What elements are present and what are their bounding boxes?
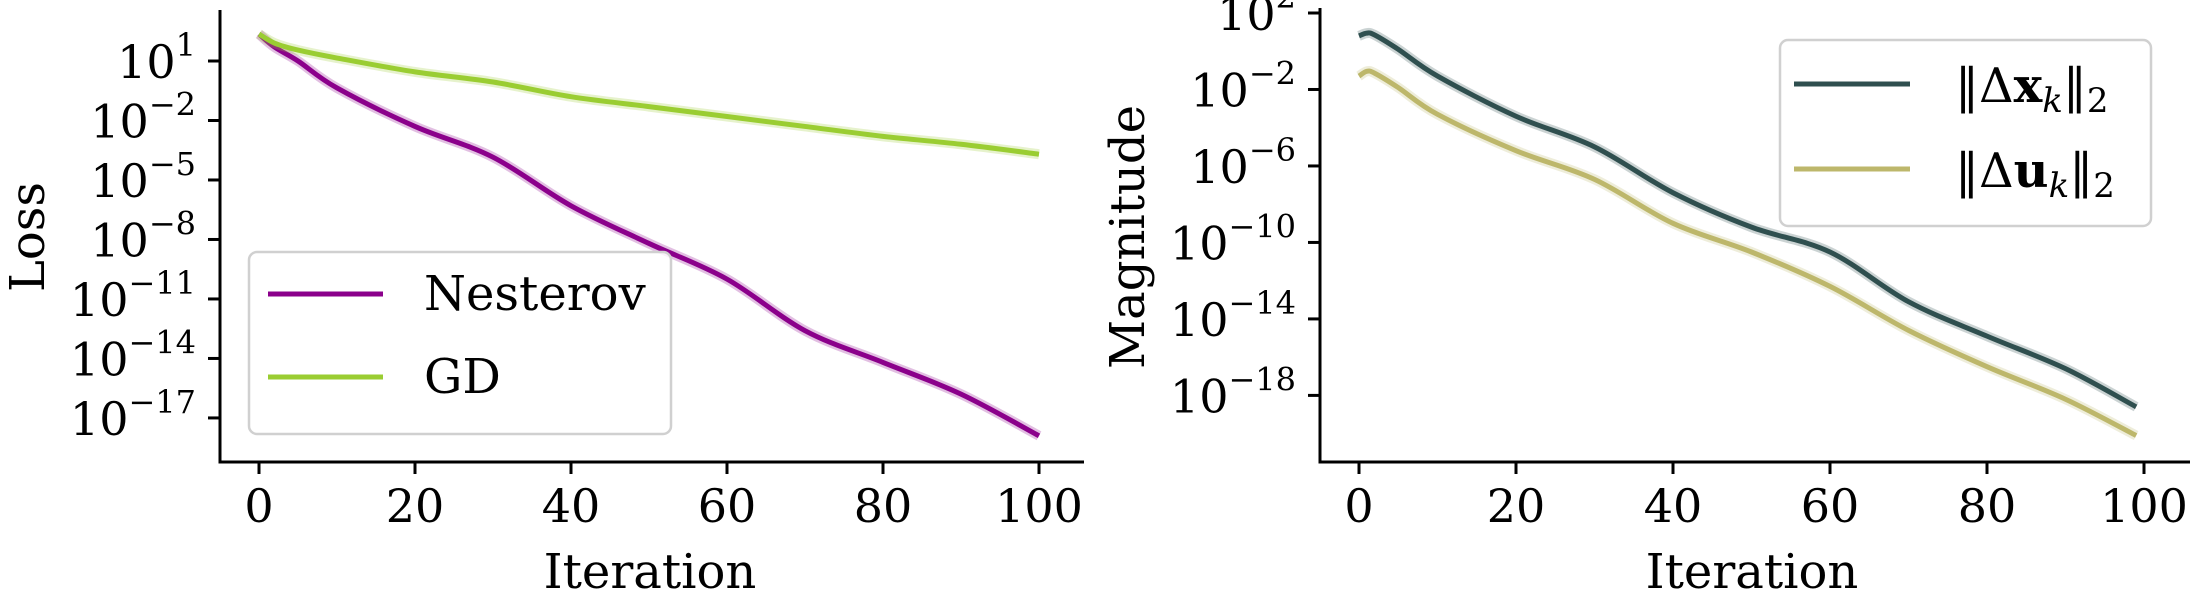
x-axis-ticks: 0 20 40 60 80 100 bbox=[1344, 462, 2188, 533]
x-tick-label: 0 bbox=[1344, 479, 1373, 533]
legend-label: GD bbox=[424, 349, 501, 405]
y-axis-ticks: 102 10−2 10−6 10−10 10−14 10−18 bbox=[1170, 0, 1320, 423]
y-tick-label: 10−17 bbox=[70, 383, 196, 446]
y-axis-label: Magnitude bbox=[1100, 105, 1156, 369]
legend-item-delta-x[interactable]: ‖Δxk‖2 bbox=[1794, 58, 2109, 121]
x-tick-label: 100 bbox=[995, 479, 1083, 533]
legend-label: Nesterov bbox=[424, 266, 646, 322]
x-tick-label: 100 bbox=[2100, 479, 2188, 533]
y-axis-label: Loss bbox=[0, 182, 56, 292]
x-tick-label: 20 bbox=[1487, 479, 1546, 533]
loss-plot-lines bbox=[255, 29, 1042, 441]
legend-label: ‖Δuk‖2 bbox=[1955, 143, 2115, 206]
series-line bbox=[1357, 68, 2138, 438]
legend-frame bbox=[247, 250, 673, 436]
y-tick-label: 102 bbox=[1217, 0, 1296, 41]
x-tick-label: 40 bbox=[1644, 479, 1703, 533]
y-tick-label: 101 bbox=[117, 26, 196, 89]
y-tick-label: 10−5 bbox=[90, 145, 196, 208]
legend-label: ‖Δxk‖2 bbox=[1955, 58, 2109, 121]
y-tick-label: 10−14 bbox=[70, 323, 196, 386]
legend-item-delta-u[interactable]: ‖Δuk‖2 bbox=[1794, 143, 2115, 206]
y-tick-label: 10−10 bbox=[1170, 207, 1296, 270]
x-tick-label: 20 bbox=[386, 479, 445, 533]
series-line bbox=[257, 31, 1040, 157]
legend-item-gd[interactable]: GD bbox=[268, 349, 501, 405]
y-tick-label: 10−18 bbox=[1170, 360, 1296, 423]
series-band bbox=[256, 29, 1040, 160]
x-tick-label: 80 bbox=[854, 479, 913, 533]
y-tick-label: 10−11 bbox=[70, 264, 196, 327]
y-tick-label: 10−8 bbox=[90, 204, 196, 267]
y-tick-label: 10−2 bbox=[90, 85, 196, 148]
x-tick-label: 80 bbox=[1958, 479, 2017, 533]
magnitude-plot-lines bbox=[1356, 27, 2139, 440]
x-axis-label: Iteration bbox=[544, 544, 757, 600]
legend-item-nesterov[interactable]: Nesterov bbox=[268, 266, 646, 322]
x-tick-label: 60 bbox=[698, 479, 757, 533]
x-axis-label: Iteration bbox=[1646, 544, 1859, 600]
legend: Nesterov GD bbox=[247, 250, 673, 436]
x-axis-ticks: 0 20 40 60 80 100 bbox=[244, 462, 1083, 533]
series-line bbox=[1358, 30, 2138, 410]
y-tick-label: 10−6 bbox=[1190, 131, 1296, 194]
x-tick-label: 40 bbox=[542, 479, 601, 533]
series-line bbox=[257, 32, 1041, 438]
y-tick-label: 10−2 bbox=[1190, 54, 1296, 117]
y-tick-label: 10−14 bbox=[1170, 284, 1296, 347]
x-tick-label: 0 bbox=[244, 479, 273, 533]
x-tick-label: 60 bbox=[1801, 479, 1860, 533]
legend: ‖Δxk‖2 ‖Δuk‖2 bbox=[1778, 38, 2153, 228]
